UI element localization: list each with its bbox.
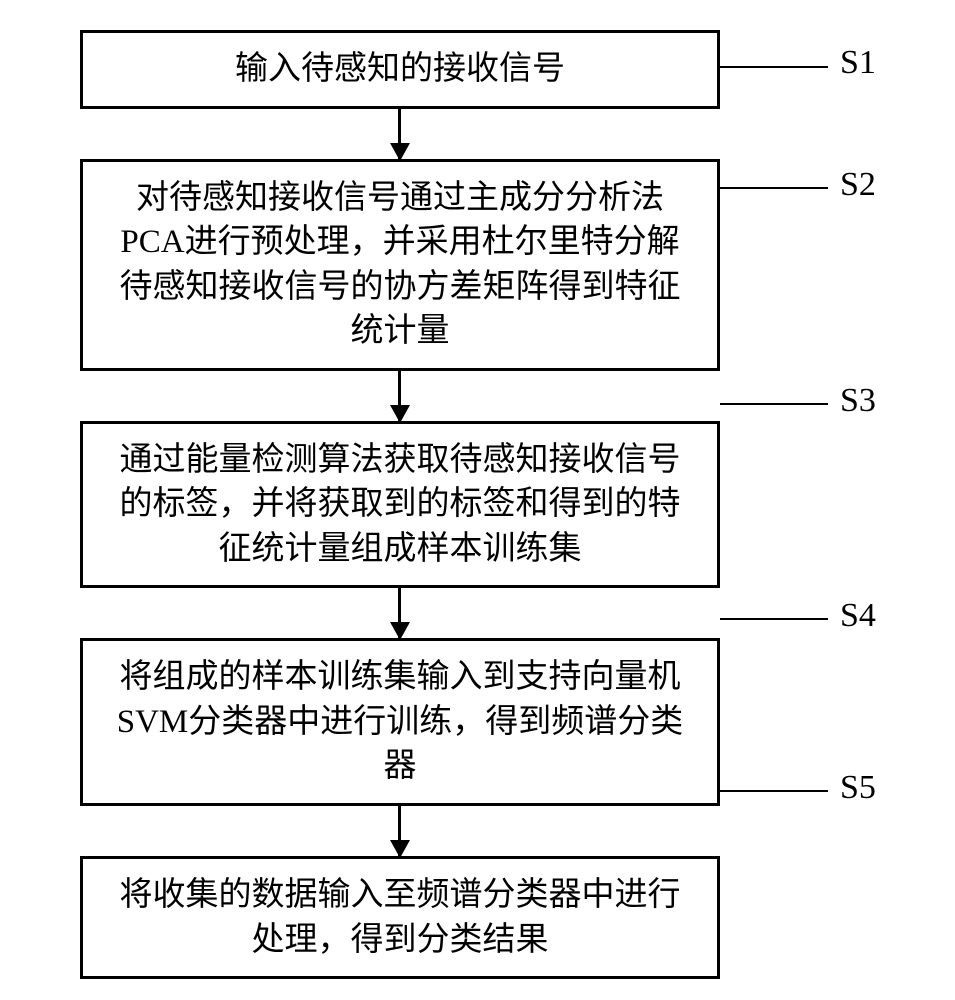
step-label-s2: S2 (840, 166, 876, 204)
arrow-s1-s2 (398, 109, 401, 159)
step-box-s2: 对待感知接收信号通过主成分分析法PCA进行预处理，并采用杜尔里特分解待感知接收信… (80, 159, 720, 371)
step-box-s5: 将收集的数据输入至频谱分类器中进行处理，得到分类结果 (80, 856, 720, 979)
arrow-s2-s3 (398, 371, 401, 421)
arrow-head-icon (390, 840, 410, 858)
label-connector-s3 (720, 403, 828, 405)
step-text-s2: 对待感知接收信号通过主成分分析法PCA进行预处理，并采用杜尔里特分解待感知接收信… (111, 176, 689, 354)
step-label-s4: S4 (840, 597, 876, 635)
step-box-s1: 输入待感知的接收信号 (80, 30, 720, 109)
arrow-head-icon (390, 405, 410, 423)
flowchart-container: 输入待感知的接收信号 对待感知接收信号通过主成分分析法PCA进行预处理，并采用杜… (80, 30, 875, 979)
label-connector-s5 (720, 790, 828, 792)
step-text-s3: 通过能量检测算法获取待感知接收信号的标签，并将获取到的标签和得到的特征统计量组成… (111, 438, 689, 572)
step-label-s1: S1 (840, 44, 876, 82)
step-text-s5: 将收集的数据输入至频谱分类器中进行处理，得到分类结果 (111, 873, 689, 962)
arrow-s3-s4 (398, 588, 401, 638)
step-text-s1: 输入待感知的接收信号 (235, 47, 565, 92)
label-connector-s2 (720, 187, 828, 189)
step-box-s3: 通过能量检测算法获取待感知接收信号的标签，并将获取到的标签和得到的特征统计量组成… (80, 421, 720, 589)
step-box-s4: 将组成的样本训练集输入到支持向量机SVM分类器中进行训练，得到频谱分类器 (80, 638, 720, 806)
label-connector-s4 (720, 618, 828, 620)
step-label-s3: S3 (840, 382, 876, 420)
label-connector-s1 (720, 66, 828, 68)
step-text-s4: 将组成的样本训练集输入到支持向量机SVM分类器中进行训练，得到频谱分类器 (111, 655, 689, 789)
arrow-head-icon (390, 143, 410, 161)
arrow-head-icon (390, 622, 410, 640)
step-label-s5: S5 (840, 769, 876, 807)
arrow-s4-s5 (398, 806, 401, 856)
